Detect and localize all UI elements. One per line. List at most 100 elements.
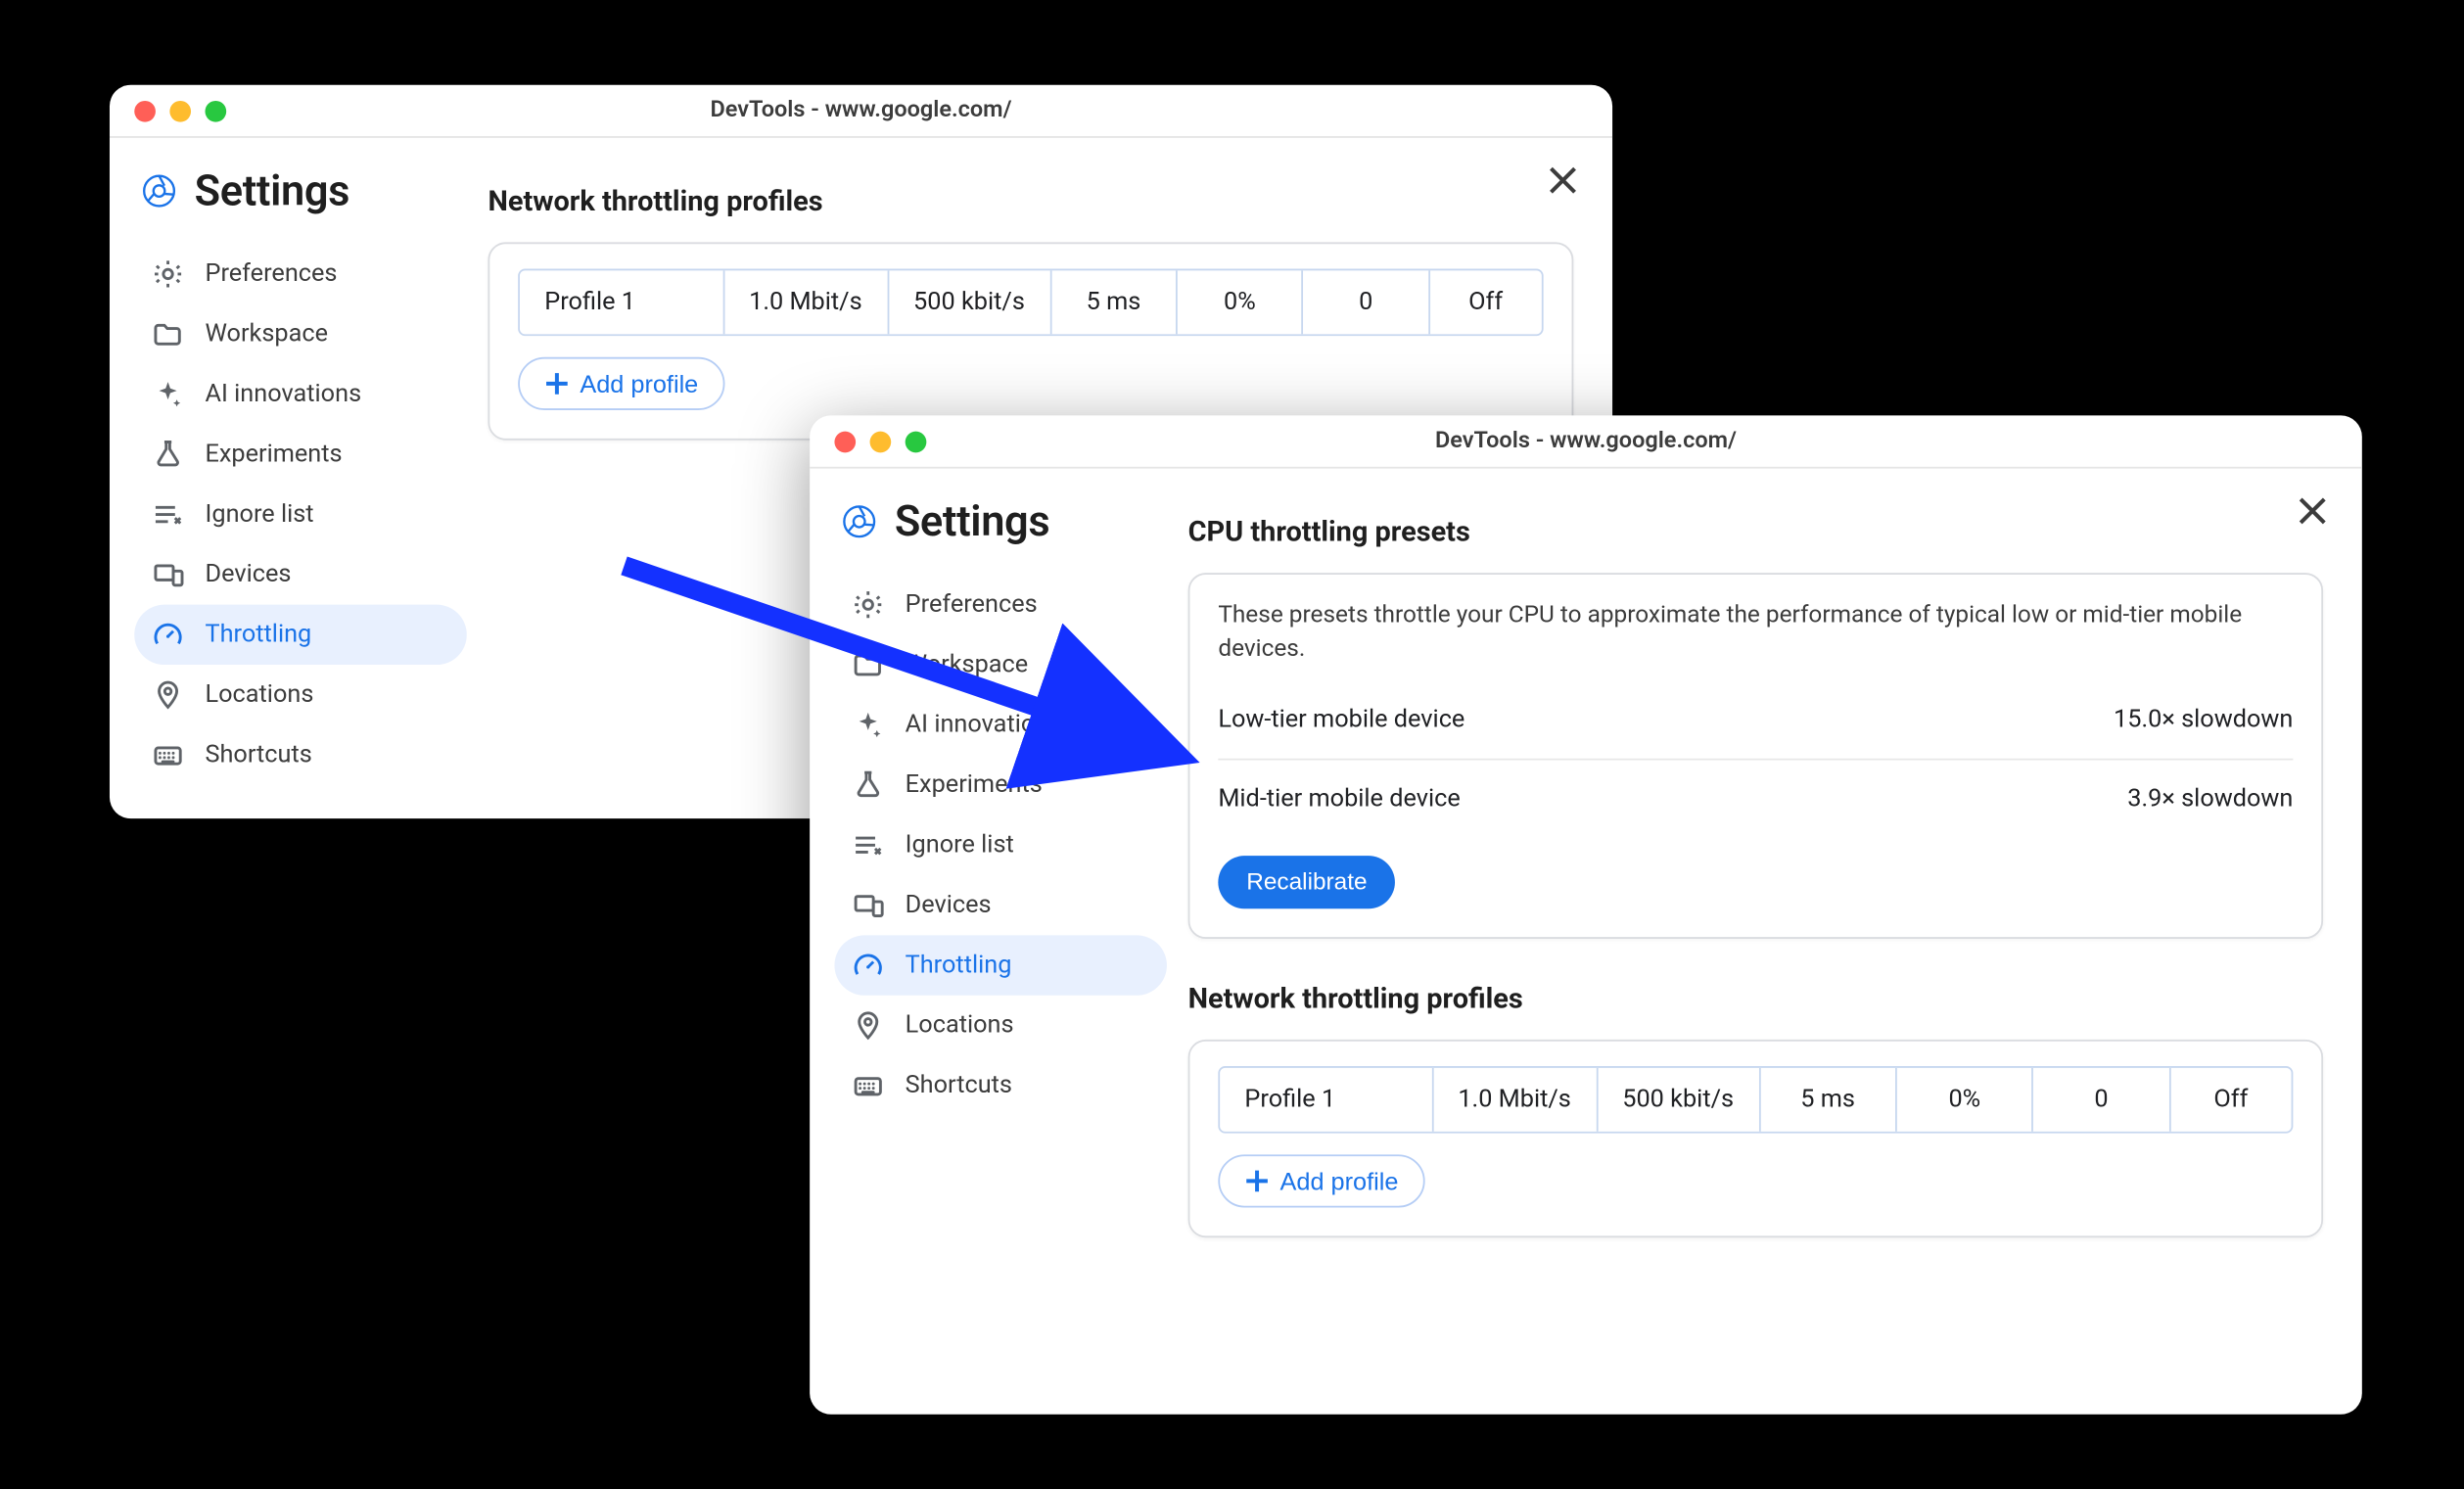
pin-icon	[152, 679, 184, 712]
sidebar-item-label: Shortcuts	[205, 741, 311, 769]
profiles-table: Profile 1 1.0 Mbit/s 500 kbit/s 5 ms 0% …	[1218, 1066, 2293, 1134]
recalibrate-button[interactable]: Recalibrate	[1218, 856, 1395, 908]
cpu-preset-row: Mid-tier mobile device 3.9× slowdown	[1218, 760, 2293, 837]
devtools-logo-icon	[842, 504, 877, 539]
add-profile-label: Add profile	[1280, 1167, 1399, 1195]
add-profile-label: Add profile	[580, 369, 698, 397]
sidebar-item-label: Ignore list	[906, 831, 1014, 860]
add-profile-button[interactable]: Add profile	[518, 357, 724, 410]
cpu-presets-description: These presets throttle your CPU to appro…	[1218, 599, 2293, 666]
profile-state-cell[interactable]: Off	[1430, 270, 1542, 334]
profiles-table: Profile 1 1.0 Mbit/s 500 kbit/s 5 ms 0% …	[518, 269, 1543, 337]
sidebar-item-locations[interactable]: Locations	[834, 996, 1167, 1055]
window-title: DevTools - www.google.com/	[110, 97, 1612, 123]
sidebar-item-experiments[interactable]: Experiments	[834, 755, 1167, 814]
window-maximize-dot[interactable]	[205, 100, 226, 121]
window-close-dot[interactable]	[134, 100, 156, 121]
sidebar-item-devices[interactable]: Devices	[834, 875, 1167, 935]
sidebar-item-label: Shortcuts	[906, 1071, 1012, 1099]
ignore-icon	[852, 829, 884, 861]
sidebar-item-experiments[interactable]: Experiments	[134, 424, 467, 484]
settings-heading: Settings	[195, 166, 349, 216]
settings-heading: Settings	[895, 496, 1049, 546]
sidebar-item-ai-innovations[interactable]: AI innovations	[834, 695, 1167, 755]
sidebar-item-ai-innovations[interactable]: AI innovations	[134, 364, 467, 424]
add-profile-button[interactable]: Add profile	[1218, 1154, 1424, 1207]
settings-sidebar: Settings Preferences Workspace AI innovati…	[810, 469, 1181, 1415]
sidebar-item-throttling[interactable]: Throttling	[134, 605, 467, 665]
sidebar-item-ignore-list[interactable]: Ignore list	[834, 815, 1167, 875]
titlebar: DevTools - www.google.com/	[810, 415, 2362, 468]
sparkle-icon	[152, 378, 184, 410]
flask-icon	[152, 439, 184, 471]
cpu-preset-label: Mid-tier mobile device	[1218, 784, 1460, 813]
gauge-icon	[152, 619, 184, 651]
cpu-preset-label: Low-tier mobile device	[1218, 705, 1464, 733]
gauge-icon	[852, 950, 884, 982]
sidebar-item-ignore-list[interactable]: Ignore list	[134, 485, 467, 544]
sidebar-item-label: AI innovations	[906, 711, 1062, 739]
sidebar-item-label: Preferences	[906, 590, 1038, 619]
sidebar-item-preferences[interactable]: Preferences	[834, 575, 1167, 634]
sidebar-item-shortcuts[interactable]: Shortcuts	[134, 724, 467, 784]
sidebar-item-shortcuts[interactable]: Shortcuts	[834, 1055, 1167, 1115]
profile-loss-cell[interactable]: 0%	[1897, 1067, 2034, 1131]
devtools-logo-icon	[141, 173, 176, 209]
cpu-preset-value: 3.9× slowdown	[2127, 784, 2293, 813]
sidebar-item-label: Devices	[205, 561, 291, 589]
sidebar-item-label: Workspace	[205, 320, 328, 349]
plus-icon	[1244, 1168, 1269, 1192]
gear-icon	[152, 258, 184, 291]
profile-queue-cell[interactable]: 0	[2034, 1067, 2171, 1131]
sidebar-item-workspace[interactable]: Workspace	[834, 634, 1167, 694]
sidebar-item-label: Experiments	[205, 441, 342, 469]
sidebar-item-label: Devices	[906, 891, 992, 919]
profile-upload-cell[interactable]: 500 kbit/s	[889, 270, 1051, 334]
sidebar-item-label: Experiments	[906, 770, 1043, 799]
devices-icon	[152, 559, 184, 591]
sidebar-item-label: Workspace	[906, 651, 1029, 679]
window-minimize-dot[interactable]	[870, 431, 892, 452]
sidebar-item-label: AI innovations	[205, 380, 361, 408]
profile-download-cell[interactable]: 1.0 Mbit/s	[724, 270, 889, 334]
profile-state-cell[interactable]: Off	[2170, 1067, 2291, 1131]
profile-name-cell[interactable]: Profile 1	[520, 270, 724, 334]
window-close-dot[interactable]	[834, 431, 856, 452]
sidebar-item-devices[interactable]: Devices	[134, 544, 467, 604]
profile-download-cell[interactable]: 1.0 Mbit/s	[1433, 1067, 1598, 1131]
cpu-preset-row: Low-tier mobile device 15.0× slowdown	[1218, 680, 2293, 760]
cpu-preset-value: 15.0× slowdown	[2114, 705, 2293, 733]
window-title: DevTools - www.google.com/	[810, 428, 2362, 454]
profile-name-cell[interactable]: Profile 1	[1220, 1067, 1433, 1131]
titlebar: DevTools - www.google.com/	[110, 85, 1612, 138]
sidebar-item-locations[interactable]: Locations	[134, 665, 467, 724]
close-panel-button[interactable]	[1545, 163, 1580, 198]
close-panel-button[interactable]	[2295, 493, 2330, 529]
plus-icon	[544, 371, 569, 396]
profile-latency-cell[interactable]: 5 ms	[1760, 1067, 1897, 1131]
sidebar-item-workspace[interactable]: Workspace	[134, 304, 467, 364]
profile-loss-cell[interactable]: 0%	[1178, 270, 1304, 334]
flask-icon	[852, 769, 884, 802]
cpu-presets-card: These presets throttle your CPU to appro…	[1188, 573, 2323, 938]
pin-icon	[852, 1009, 884, 1042]
profile-queue-cell[interactable]: 0	[1304, 270, 1430, 334]
profile-upload-cell[interactable]: 500 kbit/s	[1598, 1067, 1760, 1131]
network-throttling-heading: Network throttling profiles	[488, 184, 1573, 217]
sparkle-icon	[852, 709, 884, 741]
profile-latency-cell[interactable]: 5 ms	[1051, 270, 1178, 334]
network-throttling-heading: Network throttling profiles	[1188, 981, 2323, 1014]
sidebar-item-label: Preferences	[205, 259, 337, 288]
network-profiles-card: Profile 1 1.0 Mbit/s 500 kbit/s 5 ms 0% …	[488, 242, 1573, 440]
gear-icon	[852, 588, 884, 621]
window-minimize-dot[interactable]	[169, 100, 191, 121]
folder-icon	[152, 318, 184, 350]
devtools-window-after: DevTools - www.google.com/ Settings Pref…	[810, 415, 2362, 1414]
window-maximize-dot[interactable]	[906, 431, 927, 452]
sidebar-item-throttling[interactable]: Throttling	[834, 935, 1167, 995]
keyboard-icon	[852, 1070, 884, 1102]
settings-sidebar: Settings Preferences Workspace AI innovati…	[110, 138, 481, 818]
devices-icon	[852, 889, 884, 921]
sidebar-item-label: Throttling	[205, 621, 311, 649]
sidebar-item-preferences[interactable]: Preferences	[134, 244, 467, 303]
